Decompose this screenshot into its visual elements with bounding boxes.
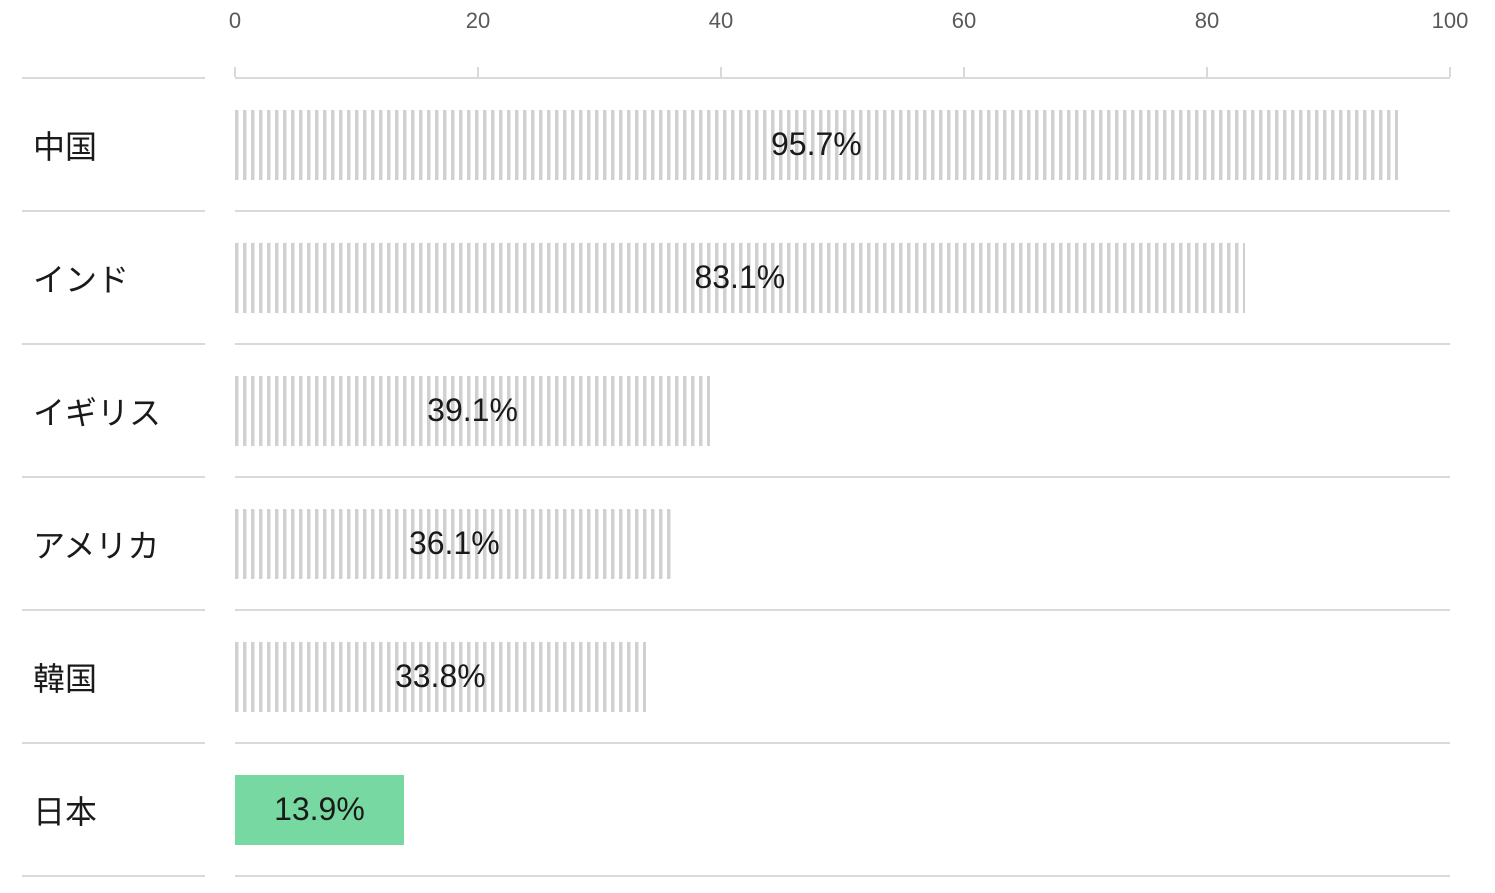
bar: 36.1% bbox=[235, 508, 674, 579]
plot-cell: 95.7% bbox=[235, 79, 1450, 212]
label-column-divider bbox=[22, 0, 205, 79]
label-column-divider: インド bbox=[22, 212, 205, 345]
bar-highlighted: 13.9% bbox=[235, 774, 404, 845]
x-tick-mark bbox=[1206, 67, 1208, 77]
x-axis-header: 0 20 40 60 80 100 bbox=[0, 0, 1495, 79]
bar-value-label: 13.9% bbox=[274, 791, 365, 827]
chart-row: 韓国 33.8% bbox=[0, 611, 1495, 744]
category-cell: アメリカ bbox=[0, 478, 235, 611]
category-cell: インド bbox=[0, 212, 235, 345]
chart-row: 日本 13.9% bbox=[0, 744, 1495, 877]
x-tick-label: 40 bbox=[708, 8, 734, 33]
x-tick-mark bbox=[963, 67, 965, 77]
bar-value-label: 33.8% bbox=[394, 658, 486, 694]
chart-row: イギリス 39.1% bbox=[0, 345, 1495, 478]
category-cell: 韓国 bbox=[0, 611, 235, 744]
category-label: 中国 bbox=[33, 128, 98, 165]
bar: 33.8% bbox=[235, 641, 646, 712]
label-column-divider: 中国 bbox=[22, 79, 205, 212]
plot-cell: 83.1% bbox=[235, 212, 1450, 345]
category-label: アメリカ bbox=[33, 527, 160, 564]
plot-cell: 13.9% bbox=[235, 744, 1450, 877]
category-cell: 日本 bbox=[0, 744, 235, 877]
category-cell: イギリス bbox=[0, 345, 235, 478]
x-tick-label: 80 bbox=[1194, 8, 1220, 33]
x-tick-label: 20 bbox=[465, 8, 491, 33]
bar: 39.1% bbox=[235, 375, 711, 446]
bar-value-label: 39.1% bbox=[427, 392, 518, 428]
x-tick-mark bbox=[1449, 67, 1451, 77]
x-tick-mark bbox=[477, 67, 479, 77]
bar: 83.1% bbox=[235, 242, 1245, 313]
category-label: インド bbox=[33, 261, 130, 298]
label-column-header bbox=[0, 0, 235, 79]
bar: 95.7% bbox=[235, 109, 1398, 180]
plot-cell: 39.1% bbox=[235, 345, 1450, 478]
chart-row: 中国 95.7% bbox=[0, 79, 1495, 212]
x-tick-mark bbox=[234, 67, 236, 77]
x-tick-label: 60 bbox=[951, 8, 977, 33]
category-label: イギリス bbox=[33, 394, 162, 431]
bar-value-label: 95.7% bbox=[771, 126, 862, 162]
x-tick-label: 100 bbox=[1431, 8, 1469, 33]
category-label: 韓国 bbox=[33, 660, 98, 697]
category-cell: 中国 bbox=[0, 79, 235, 212]
chart-row: アメリカ 36.1% bbox=[0, 478, 1495, 611]
plot-cell: 36.1% bbox=[235, 478, 1450, 611]
bar-value-label: 83.1% bbox=[694, 259, 786, 295]
label-column-divider: アメリカ bbox=[22, 478, 205, 611]
x-tick-label: 0 bbox=[228, 8, 242, 33]
category-label: 日本 bbox=[33, 793, 98, 830]
label-column-divider: 日本 bbox=[22, 744, 205, 877]
chart-row: インド 83.1% bbox=[0, 212, 1495, 345]
plot-cell: 33.8% bbox=[235, 611, 1450, 744]
bar-value-label: 36.1% bbox=[408, 525, 500, 561]
label-column-divider: 韓国 bbox=[22, 611, 205, 744]
x-axis: 0 20 40 60 80 100 bbox=[229, 0, 1468, 79]
x-tick-mark bbox=[720, 67, 722, 77]
label-column-divider: イギリス bbox=[22, 345, 205, 478]
